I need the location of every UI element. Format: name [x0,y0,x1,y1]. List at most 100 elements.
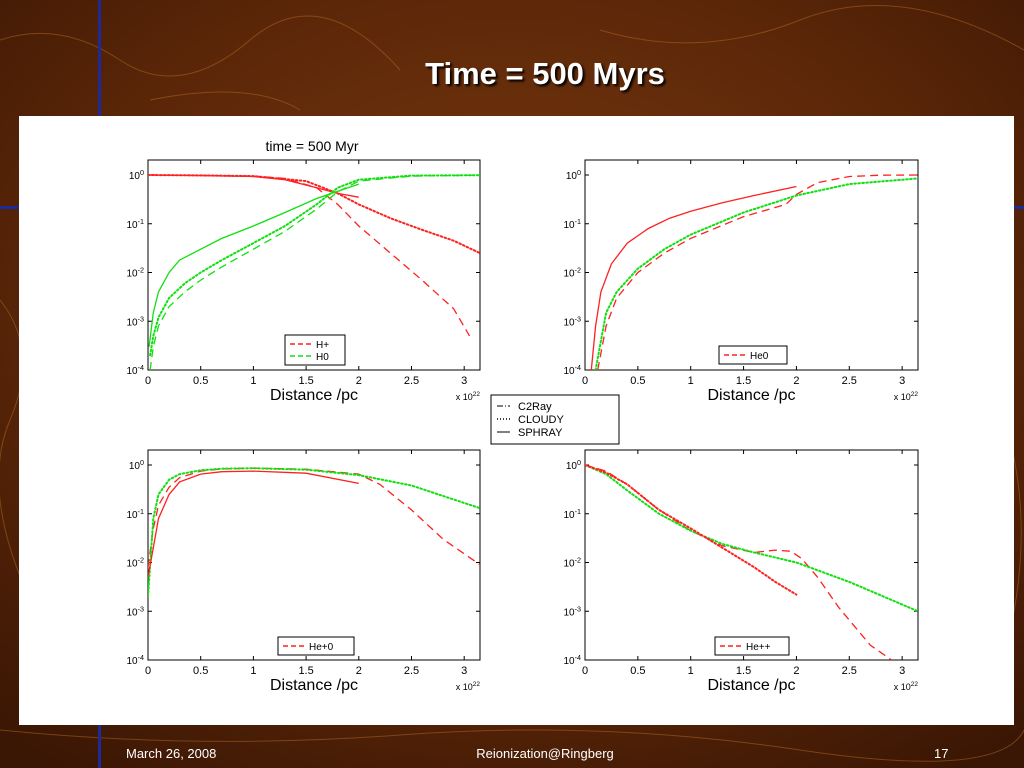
method-label: CLOUDY [518,414,565,426]
x-tick-label: 2.5 [842,665,857,677]
series-line-H0-C2Ray [149,174,480,370]
legend-frame [277,636,355,656]
legend-frame [284,334,346,366]
x-scale-label: x 1022 [894,391,919,402]
series-line-H+-SPHRAY [148,174,359,198]
series-line-He0-C2Ray [597,174,918,370]
legend-label: He+0 [309,642,334,653]
series-line-He0-SPHRAY [590,185,797,370]
y-tick-label: 10-1 [126,217,144,231]
series-group [585,464,918,660]
legend-label: H0 [316,352,329,363]
legend-label: He0 [750,351,769,362]
chart-bottom-right: 0 0.5 1 1.5 2 2.5 3 10-4 10-3 10-2 10-1 100 Distance… [563,449,919,694]
method-label: SPHRAY [518,427,563,439]
x-tick-label: 3 [461,665,467,677]
legend-label: He++ [746,642,771,653]
series-line-He+0-C2Ray [148,467,480,568]
x-tick-label: 2 [356,375,362,387]
x-tick-label: 1 [250,665,256,677]
series-line-He++-CLOUDY [585,464,918,613]
x-axis-label: Distance /pc [707,387,795,404]
footer-center: Reionization@Ringberg [476,746,614,761]
y-tick-label: 100 [566,168,581,182]
series-line-He+0-SPHRAY [148,470,359,578]
x-tick-label: 3 [461,375,467,387]
x-scale-label: x 1022 [456,391,481,402]
y-tick-label: 10-1 [563,217,581,231]
y-tick-label: 100 [129,458,144,472]
series-group [590,174,918,370]
y-tick-label: 100 [566,458,581,472]
y-tick-label: 10-4 [126,363,144,377]
y-tick-label: 10-3 [563,604,581,618]
legend-frame [714,636,790,656]
x-axis-label: Distance /pc [270,677,358,694]
x-tick-label: 1.5 [736,375,751,387]
x-tick-label: 2.5 [404,375,419,387]
series-line-He++-SPHRAY [585,464,798,596]
x-tick-label: 2 [793,375,799,387]
legend-bottom-right: He++ [714,636,790,656]
slide-title: Time = 500 Myrs [425,56,665,91]
y-tick-label: 100 [129,168,144,182]
method-legend-frame [490,394,620,445]
figure-title: time = 500 Myr [266,138,359,154]
accent-line-left-horizontal [0,206,19,209]
x-tick-label: 0.5 [630,375,645,387]
x-axis-label: Distance /pc [707,677,795,694]
footer-date: March 26, 2008 [126,746,217,761]
chart-top-right: 0 0.5 1 1.5 2 2.5 3 10-4 10-3 10-2 10-1 100 Distance… [563,159,919,404]
axes-frame [584,449,919,661]
legend-bottom-left: He+0 [277,636,355,656]
axes-frame [147,159,481,371]
y-tick-label: 10-3 [563,314,581,328]
x-tick-label: 1.5 [298,375,313,387]
x-tick-label: 1 [688,375,694,387]
x-tick-label: 2.5 [404,665,419,677]
y-tick-label: 10-2 [563,266,581,280]
x-scale-label: x 1022 [456,681,481,692]
legend-top-right: He0 [718,345,788,365]
x-tick-label: 0 [582,375,588,387]
x-tick-label: 2.5 [842,375,857,387]
series-line-H+-C2Ray [148,174,471,337]
chart-top-left: 0 0.5 1 1.5 2 2.5 3 10-4 10-3 10-2 10-1 100 Distance… [126,159,481,404]
x-tick-label: 1.5 [736,665,751,677]
legend-label: H+ [316,340,329,351]
series-group [148,467,480,598]
y-tick-label: 10-2 [126,266,144,280]
x-tick-label: 1 [250,375,256,387]
y-tick-label: 10-2 [126,556,144,570]
x-scale-label: x 1022 [894,681,919,692]
y-tick-label: 10-3 [126,604,144,618]
series-line-He0-CLOUDY [594,177,918,370]
x-tick-label: 3 [899,375,905,387]
accent-line-right-horizontal [1014,206,1024,209]
legend-top-left: H+H0 [284,334,346,366]
x-tick-label: 0.5 [630,665,645,677]
series-line-H0-CLOUDY [149,174,480,357]
x-tick-label: 2 [356,665,362,677]
x-tick-label: 1 [688,665,694,677]
y-tick-label: 10-4 [563,653,581,667]
x-tick-label: 1.5 [298,665,313,677]
x-tick-label: 0 [145,375,151,387]
x-tick-label: 2 [793,665,799,677]
series-group [148,174,480,370]
x-tick-label: 0 [145,665,151,677]
series-line-He++-C2Ray [585,464,892,660]
series-line-H0-SPHRAY [148,183,360,347]
y-tick-label: 10-4 [563,363,581,377]
x-tick-label: 0.5 [193,665,208,677]
y-tick-label: 10-1 [126,507,144,521]
x-tick-label: 0 [582,665,588,677]
legend-frame [718,345,788,365]
axes-frame [584,159,919,371]
y-tick-label: 10-2 [563,556,581,570]
method-label: C2Ray [518,401,552,413]
y-tick-label: 10-4 [126,653,144,667]
x-tick-label: 0.5 [193,375,208,387]
